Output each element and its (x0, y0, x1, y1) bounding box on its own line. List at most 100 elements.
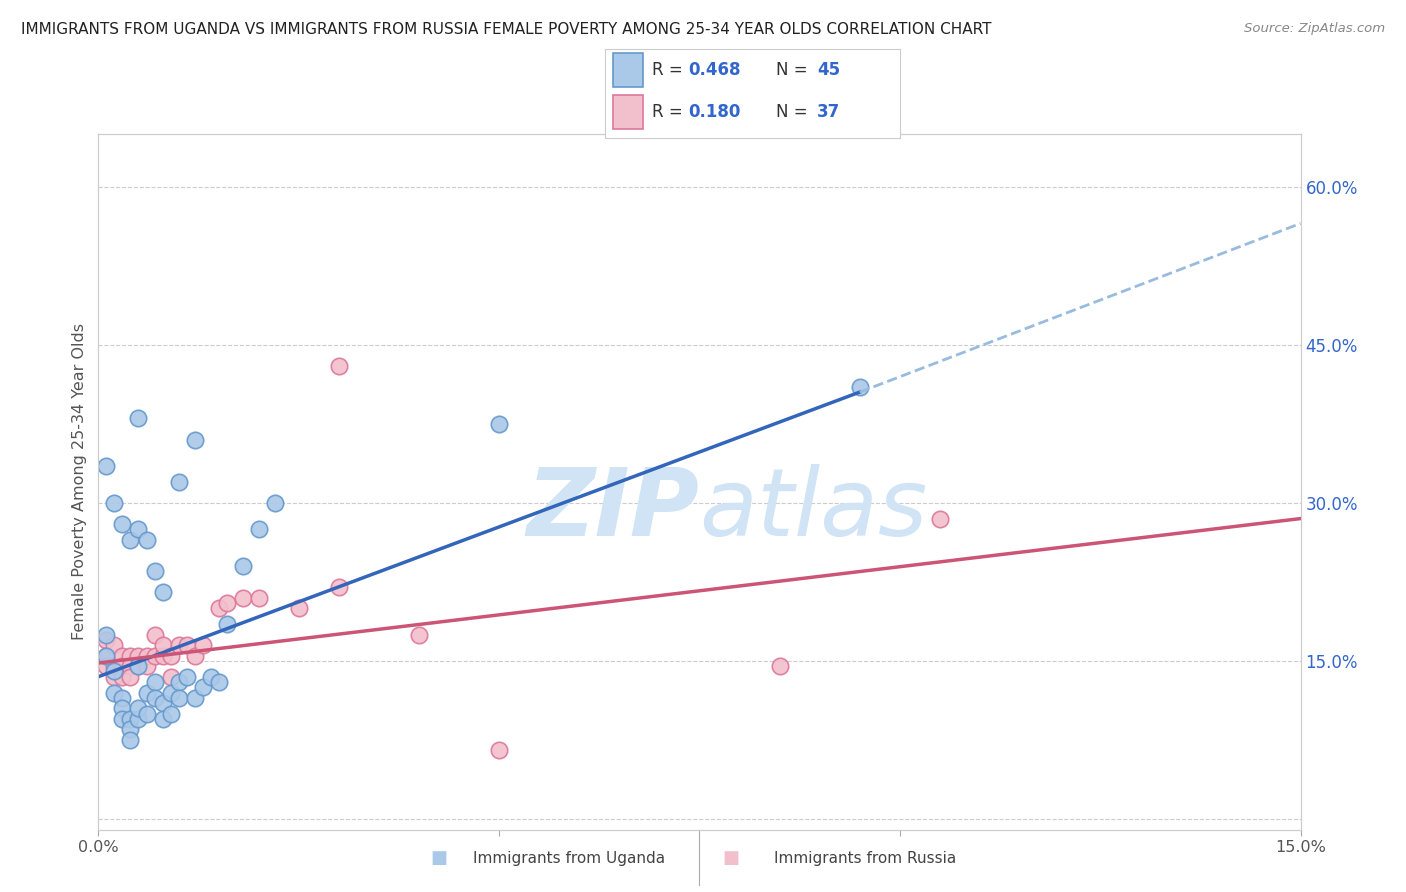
Point (167, 638, 190, 652)
Point (103, 665, 125, 679)
Point (143, 675, 166, 690)
Point (152, 638, 174, 652)
Point (183, 690, 205, 705)
Point (120, 723, 142, 737)
Point (183, 648, 205, 663)
Point (183, 433, 205, 447)
Point (96, 648, 118, 663)
Point (215, 617, 238, 632)
Point (111, 659, 134, 673)
Point (167, 690, 190, 705)
Point (135, 685, 157, 699)
Point (232, 559, 254, 574)
Point (143, 690, 166, 705)
Point (288, 601, 311, 615)
Point (152, 696, 174, 710)
Point (96, 627, 118, 641)
Point (103, 670, 125, 684)
Point (120, 712, 142, 726)
Point (200, 670, 222, 684)
Text: N =: N = (776, 103, 813, 121)
Point (159, 685, 181, 699)
Point (135, 533, 157, 547)
Text: Immigrants from Uganda: Immigrants from Uganda (474, 852, 665, 866)
Text: 37: 37 (817, 103, 841, 121)
Point (128, 648, 150, 663)
Point (103, 496, 125, 510)
Point (120, 648, 142, 663)
Point (176, 638, 198, 652)
Bar (613, 53, 643, 87)
Point (143, 627, 166, 641)
Point (128, 411, 150, 425)
Text: Immigrants from Russia: Immigrants from Russia (773, 852, 956, 866)
Point (167, 475, 190, 489)
Point (929, 511, 952, 525)
Point (128, 659, 150, 673)
Point (328, 580, 350, 594)
Point (159, 648, 181, 663)
Point (128, 659, 150, 673)
Point (103, 638, 125, 652)
Point (111, 516, 134, 531)
Text: Source: ZipAtlas.com: Source: ZipAtlas.com (1244, 22, 1385, 36)
Text: R =: R = (652, 61, 688, 78)
Point (96, 659, 118, 673)
Point (135, 706, 157, 721)
Point (488, 743, 510, 757)
Point (103, 685, 125, 699)
Text: 0.468: 0.468 (689, 61, 741, 78)
Point (263, 496, 285, 510)
Point (247, 591, 270, 605)
Point (215, 596, 238, 610)
Point (208, 601, 231, 615)
Point (247, 522, 270, 536)
Text: R =: R = (652, 103, 688, 121)
Point (120, 670, 142, 684)
Point (120, 733, 142, 747)
Point (111, 648, 134, 663)
Bar (613, 95, 643, 129)
Text: IMMIGRANTS FROM UGANDA VS IMMIGRANTS FROM RUSSIA FEMALE POVERTY AMONG 25-34 YEAR: IMMIGRANTS FROM UGANDA VS IMMIGRANTS FRO… (21, 22, 991, 37)
Point (143, 564, 166, 578)
Point (120, 659, 142, 673)
Point (488, 417, 510, 431)
Point (408, 627, 430, 641)
Point (120, 533, 142, 547)
Point (232, 591, 254, 605)
Text: ■: ■ (723, 849, 740, 867)
Point (208, 675, 231, 690)
Point (128, 522, 150, 536)
Point (191, 638, 214, 652)
Point (111, 712, 134, 726)
Point (135, 648, 157, 663)
Point (111, 670, 134, 684)
Point (849, 380, 872, 394)
Point (191, 680, 214, 694)
Point (176, 670, 198, 684)
Point (96, 458, 118, 473)
Point (103, 659, 125, 673)
Text: 0.180: 0.180 (689, 103, 741, 121)
Point (135, 659, 157, 673)
Text: ZIP: ZIP (527, 464, 700, 556)
Point (328, 359, 350, 373)
Point (167, 675, 190, 690)
Point (159, 670, 181, 684)
Text: N =: N = (776, 61, 813, 78)
Text: 45: 45 (817, 61, 841, 78)
Y-axis label: Female Poverty Among 25-34 Year Olds: Female Poverty Among 25-34 Year Olds (72, 323, 87, 640)
Text: atlas: atlas (700, 464, 928, 555)
Point (152, 712, 174, 726)
Point (143, 648, 166, 663)
Point (96, 648, 118, 663)
Point (152, 585, 174, 599)
Point (128, 712, 150, 726)
Point (96, 632, 118, 647)
Point (152, 648, 174, 663)
Point (159, 706, 181, 721)
Point (111, 690, 134, 705)
Point (128, 701, 150, 715)
Text: ■: ■ (430, 849, 447, 867)
Point (769, 659, 792, 673)
